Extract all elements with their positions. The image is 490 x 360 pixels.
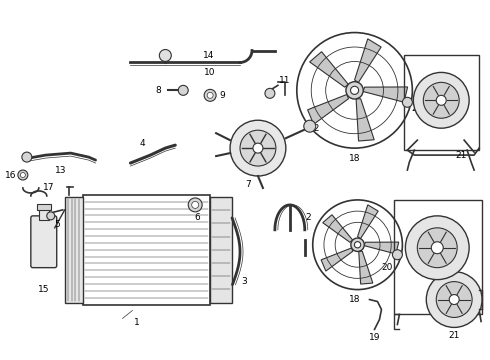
Circle shape	[22, 152, 32, 162]
Text: 19: 19	[369, 333, 380, 342]
Circle shape	[207, 92, 213, 98]
Polygon shape	[310, 52, 348, 87]
Text: 10: 10	[204, 68, 216, 77]
Text: 20: 20	[412, 104, 423, 113]
Bar	[37, 204, 51, 210]
Bar	[39, 208, 49, 220]
Text: 7: 7	[245, 180, 251, 189]
Bar	[210, 197, 232, 302]
Circle shape	[240, 130, 276, 166]
Circle shape	[436, 282, 472, 318]
Text: 6: 6	[195, 213, 200, 222]
Text: 20: 20	[382, 263, 393, 272]
Polygon shape	[355, 39, 381, 82]
Bar	[83, 195, 210, 305]
Text: 11: 11	[279, 76, 291, 85]
Text: 21: 21	[456, 150, 467, 159]
Text: 3: 3	[241, 277, 247, 286]
Circle shape	[192, 201, 198, 208]
Circle shape	[402, 97, 413, 107]
Text: 15: 15	[38, 285, 49, 294]
Circle shape	[392, 250, 402, 260]
Circle shape	[188, 198, 202, 212]
Circle shape	[159, 50, 171, 62]
Circle shape	[178, 85, 188, 95]
Text: 14: 14	[202, 51, 214, 60]
Circle shape	[18, 170, 28, 180]
Circle shape	[431, 242, 443, 254]
Circle shape	[436, 95, 446, 105]
Text: 17: 17	[43, 184, 54, 193]
Circle shape	[230, 120, 286, 176]
Circle shape	[297, 32, 413, 148]
Circle shape	[423, 82, 459, 118]
FancyBboxPatch shape	[31, 216, 57, 268]
Bar	[65, 197, 83, 302]
Text: 21: 21	[448, 331, 460, 340]
Circle shape	[354, 242, 361, 248]
Text: 18: 18	[349, 154, 360, 163]
Circle shape	[304, 120, 316, 132]
Text: 8: 8	[155, 86, 161, 95]
Text: 1: 1	[134, 318, 139, 327]
Polygon shape	[363, 87, 408, 102]
Circle shape	[265, 88, 275, 98]
Circle shape	[350, 86, 359, 94]
Polygon shape	[356, 99, 374, 141]
Text: 9: 9	[219, 91, 225, 100]
Text: 5: 5	[54, 220, 60, 229]
Circle shape	[426, 272, 482, 328]
Polygon shape	[359, 251, 373, 284]
Bar	[394, 200, 482, 315]
Text: 12: 12	[309, 124, 320, 133]
Text: 16: 16	[5, 171, 17, 180]
Circle shape	[449, 294, 459, 305]
Circle shape	[253, 143, 263, 153]
Text: 13: 13	[55, 166, 67, 175]
Text: 2: 2	[305, 213, 311, 222]
Polygon shape	[364, 242, 399, 254]
Polygon shape	[321, 248, 353, 271]
Circle shape	[414, 72, 469, 128]
Text: 18: 18	[349, 295, 360, 304]
Circle shape	[351, 238, 364, 252]
Circle shape	[405, 216, 469, 280]
Polygon shape	[308, 94, 348, 124]
Text: 4: 4	[140, 139, 145, 148]
Circle shape	[21, 172, 25, 177]
Polygon shape	[323, 215, 353, 242]
Circle shape	[313, 200, 402, 289]
Circle shape	[204, 89, 216, 101]
Polygon shape	[358, 205, 378, 239]
Circle shape	[346, 82, 363, 99]
Circle shape	[47, 212, 55, 220]
Circle shape	[417, 228, 457, 268]
Bar	[404, 55, 479, 150]
